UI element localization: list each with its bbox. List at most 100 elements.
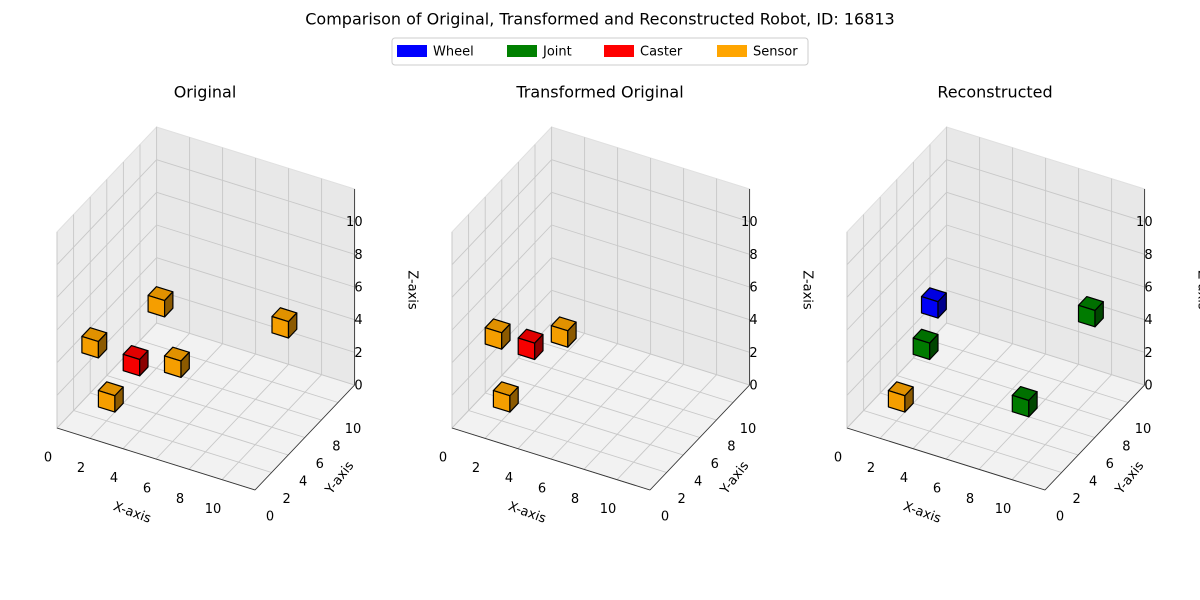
grid-line	[946, 191, 1145, 255]
z-tick-label: 2	[1144, 346, 1152, 361]
x-tick-label: 6	[538, 482, 546, 497]
x-tick-label: 2	[77, 461, 85, 476]
voxel	[97, 381, 124, 413]
z-tick-label: 8	[1144, 248, 1152, 263]
grid-line	[156, 322, 355, 386]
grid-line	[73, 410, 272, 473]
y-tick-label: 2	[677, 492, 685, 507]
x-tick-label: 0	[439, 451, 447, 466]
voxel-side	[501, 324, 510, 350]
y-tick-label: 8	[332, 440, 340, 455]
x-axis-line	[56, 427, 256, 491]
grid-line	[863, 410, 1062, 473]
voxel	[912, 328, 939, 361]
voxel-front	[493, 390, 510, 413]
grid-line	[451, 224, 552, 331]
voxel-side-shade	[509, 386, 519, 413]
x-tick-label: 0	[44, 451, 52, 466]
voxel-side	[139, 350, 148, 376]
voxel-side-shade	[1028, 391, 1038, 418]
z-tick-label: 6	[354, 281, 362, 296]
y-tick-label: 2	[282, 492, 290, 507]
z-tick-label: 8	[354, 248, 362, 263]
grid-line	[56, 159, 157, 265]
z-axis-label: Z-axis	[800, 270, 815, 310]
voxel-front	[485, 327, 502, 350]
grid-line	[896, 375, 1095, 438]
voxel-side-shade	[904, 386, 914, 413]
voxel	[484, 318, 511, 350]
grid-line	[929, 340, 1129, 403]
panel-title: Transformed Original	[515, 83, 683, 102]
y-tick-label: 6	[711, 457, 719, 472]
axes-3d	[451, 125, 751, 491]
x-axis-line	[451, 427, 651, 491]
x-tick-label: 8	[176, 492, 184, 507]
voxel-side	[1028, 391, 1038, 417]
x-tick-label: 10	[600, 502, 617, 517]
voxel-side	[567, 322, 577, 348]
axes-3d	[846, 125, 1146, 491]
voxel-front	[921, 296, 938, 319]
z-tick-label: 10	[346, 215, 363, 230]
legend-swatch	[717, 45, 747, 57]
grid-line	[451, 192, 552, 298]
voxel-side-shade	[929, 333, 939, 361]
voxel-side-shade	[97, 332, 108, 359]
z-axis-label: Z-axis	[405, 270, 420, 310]
z-tick-label: 10	[1136, 215, 1153, 230]
y-tick-label: 8	[727, 440, 735, 455]
y-tick-label: 2	[1072, 492, 1080, 507]
voxel-side-shade	[567, 321, 577, 348]
voxel-side-shade	[139, 350, 149, 377]
voxel	[163, 346, 190, 379]
y-tick-label: 0	[1056, 510, 1064, 525]
x-tick-label: 6	[143, 482, 151, 497]
grid-line	[913, 357, 1112, 421]
grid-line	[846, 192, 947, 298]
z-tick-label: 4	[749, 313, 757, 328]
x-tick-label: 4	[900, 471, 908, 486]
x-tick-label: 10	[205, 502, 222, 517]
y-tick-label: 4	[694, 475, 702, 490]
grid-line	[551, 257, 750, 321]
grid-line	[551, 159, 750, 223]
voxel-side-shade	[1094, 301, 1104, 328]
voxel-front	[123, 354, 140, 376]
voxel-front	[148, 295, 165, 317]
legend-swatch	[604, 45, 634, 57]
voxel-front	[551, 325, 568, 348]
voxel	[271, 307, 298, 339]
figure-title: Comparison of Original, Transformed and …	[305, 10, 894, 29]
grid-line	[946, 322, 1145, 386]
z-tick-label: 8	[749, 248, 757, 263]
grid-line	[946, 257, 1145, 321]
x-tick-label: 10	[995, 502, 1012, 517]
grid-line	[551, 224, 750, 288]
z-tick-label: 2	[749, 346, 757, 361]
voxel-side-shade	[501, 323, 511, 350]
voxel-front	[98, 390, 115, 413]
voxel-side	[181, 352, 190, 378]
z-tick-label: 0	[1144, 379, 1152, 394]
voxel-side	[288, 312, 297, 338]
legend-label: Joint	[542, 45, 572, 60]
grid-line	[551, 322, 750, 386]
x-tick-label: 8	[966, 492, 974, 507]
voxel-front	[272, 316, 289, 338]
voxel-front	[518, 338, 535, 360]
voxel-front	[888, 390, 905, 413]
panel-title: Original	[174, 83, 237, 102]
grid-line	[846, 257, 947, 363]
x-tick-label: 2	[472, 461, 480, 476]
legend-box	[391, 37, 809, 66]
grid-line	[56, 257, 157, 363]
grid-line	[106, 375, 305, 438]
voxel-side-shade	[287, 312, 298, 339]
x-tick-label: 8	[571, 492, 579, 507]
voxel	[550, 316, 577, 348]
grid-line	[946, 289, 1145, 353]
z-axis-label: Z-axis	[1195, 270, 1200, 310]
grid-line	[451, 159, 552, 265]
